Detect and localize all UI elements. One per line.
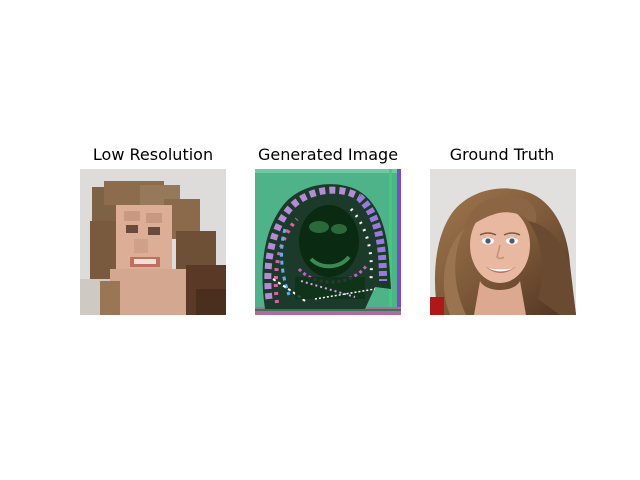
panel-title-ground-truth: Ground Truth [449, 145, 555, 164]
low-resolution-photo [80, 169, 226, 315]
generated-artifact-image [255, 169, 401, 315]
generated-image [255, 169, 401, 315]
panel-title-low-resolution: Low Resolution [92, 145, 214, 164]
panel-title-generated-image: Generated Image [257, 145, 399, 164]
low-resolution-image [80, 169, 226, 315]
ground-truth-image [430, 169, 576, 315]
ground-truth-photo [430, 169, 576, 315]
